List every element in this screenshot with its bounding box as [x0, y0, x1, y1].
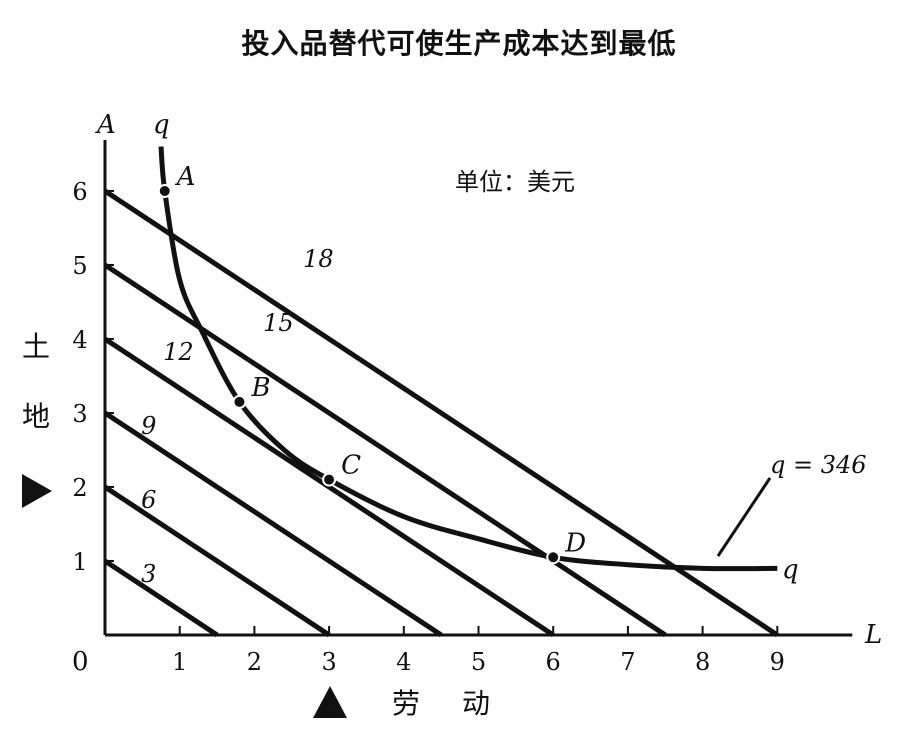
x-tick-label: 4 [396, 648, 411, 676]
isocost-label: 18 [303, 245, 334, 273]
y-tick-label: 1 [72, 548, 87, 576]
x-axis-label-char-2: 动 [462, 687, 491, 720]
isocost-label: 12 [163, 338, 194, 366]
points: A B C D [157, 162, 586, 565]
x-tick-label: 6 [546, 648, 561, 676]
x-tick-label: 2 [247, 648, 262, 676]
x-tick-label: 1 [172, 648, 187, 676]
y-tick-label: 5 [72, 252, 87, 280]
chart-title: 投入品替代可使生产成本达到最低 [241, 27, 677, 60]
point-marker [322, 472, 337, 487]
isocost-line [103, 336, 555, 638]
point-label: D [564, 528, 586, 558]
isocost-line [103, 484, 331, 638]
point-label: C [341, 451, 361, 481]
unit-label: 单位：美元 [455, 168, 575, 196]
isocost-line [103, 558, 219, 638]
y-tick-label: 3 [72, 400, 87, 428]
isoquant-value-label: q = 346 [770, 451, 867, 479]
isocost-line [103, 410, 443, 638]
point-marker [157, 184, 172, 198]
x-tick-label: 9 [770, 648, 785, 676]
isoquant-top-label: q [153, 110, 170, 140]
x-axis-label-char-1: 劳 [392, 687, 421, 720]
point-label: B [250, 373, 270, 403]
y-axis-label-char-2: 地 [22, 400, 51, 433]
isoquant-end-label: q [782, 555, 799, 585]
x-tick-label: 3 [321, 648, 336, 676]
y-axis-arrow-icon [22, 474, 52, 508]
origin-label: 0 [72, 647, 89, 677]
isocost-label: 9 [141, 412, 156, 440]
y-tick-label: 6 [72, 178, 87, 206]
point-marker [546, 550, 561, 565]
point-label: A [175, 162, 196, 192]
point-marker [232, 394, 247, 409]
x-tick-label: 8 [695, 648, 710, 676]
isocost-label: 6 [141, 486, 156, 514]
y-tick-label: 4 [72, 326, 87, 354]
isocost-line [103, 188, 779, 638]
x-tick-label: 7 [620, 648, 635, 676]
isoquant-callout-line [716, 477, 772, 557]
x-tick-label: 5 [471, 648, 486, 676]
isocost-label: 3 [141, 560, 156, 588]
y-axis-label-char-1: 土 [22, 330, 51, 363]
y-axis-symbol: A [95, 110, 116, 140]
x-axis-arrow-icon [313, 686, 347, 718]
y-tick-label: 2 [72, 474, 87, 502]
x-axis-symbol: L [864, 620, 882, 650]
isocost-line [103, 262, 667, 638]
